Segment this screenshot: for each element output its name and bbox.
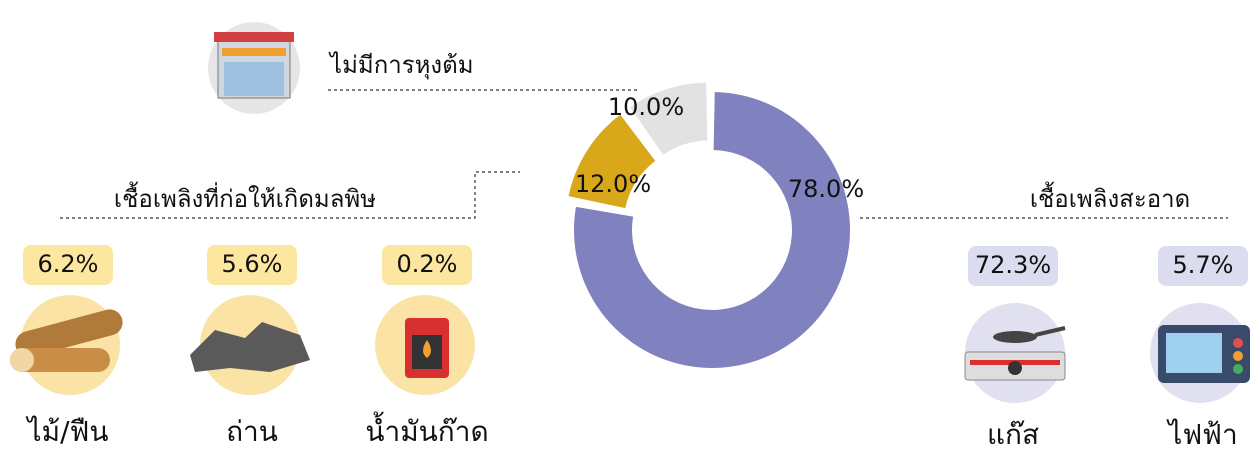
slice-value-label: 78.0% [788,175,864,203]
slice-value-label: 12.0% [575,170,651,198]
group-label: ไม่มีการหุงต้ม [328,51,474,80]
item-label: ถ่าน [226,415,278,448]
group-label: เชื้อเพลิงที่ก่อให้เกิดมลพิษ [114,181,376,213]
item-label: น้ำมันก๊าด [365,411,488,448]
share-badge [207,245,297,285]
share-label: 0.2% [397,250,458,278]
item-label: แก๊ส [987,418,1039,450]
group-label: เชื้อเพลิงสะอาด [1030,181,1190,213]
microwave-icon [1150,303,1250,403]
store-icon [208,22,300,114]
share-label: 5.6% [222,250,283,278]
share-badge [1158,246,1248,286]
share-badge [382,245,472,285]
share-label: 5.7% [1173,251,1234,279]
kerosene-icon [375,295,475,395]
share-label: 6.2% [38,250,99,278]
share-badge [968,246,1058,286]
share-label: 72.3% [975,251,1051,279]
donut-slice [574,92,850,369]
wood-icon [10,295,123,395]
item-label: ไฟฟ้า [1166,418,1237,450]
donut-slice [568,114,656,209]
slice-value-label: 10.0% [608,93,684,121]
donut-slice [630,82,708,155]
connector-line [60,171,520,219]
charcoal-icon [190,295,310,395]
gas-stove-icon [964,303,1066,403]
share-badge [23,245,113,285]
item-label: ไม้/ฟืน [26,415,109,448]
